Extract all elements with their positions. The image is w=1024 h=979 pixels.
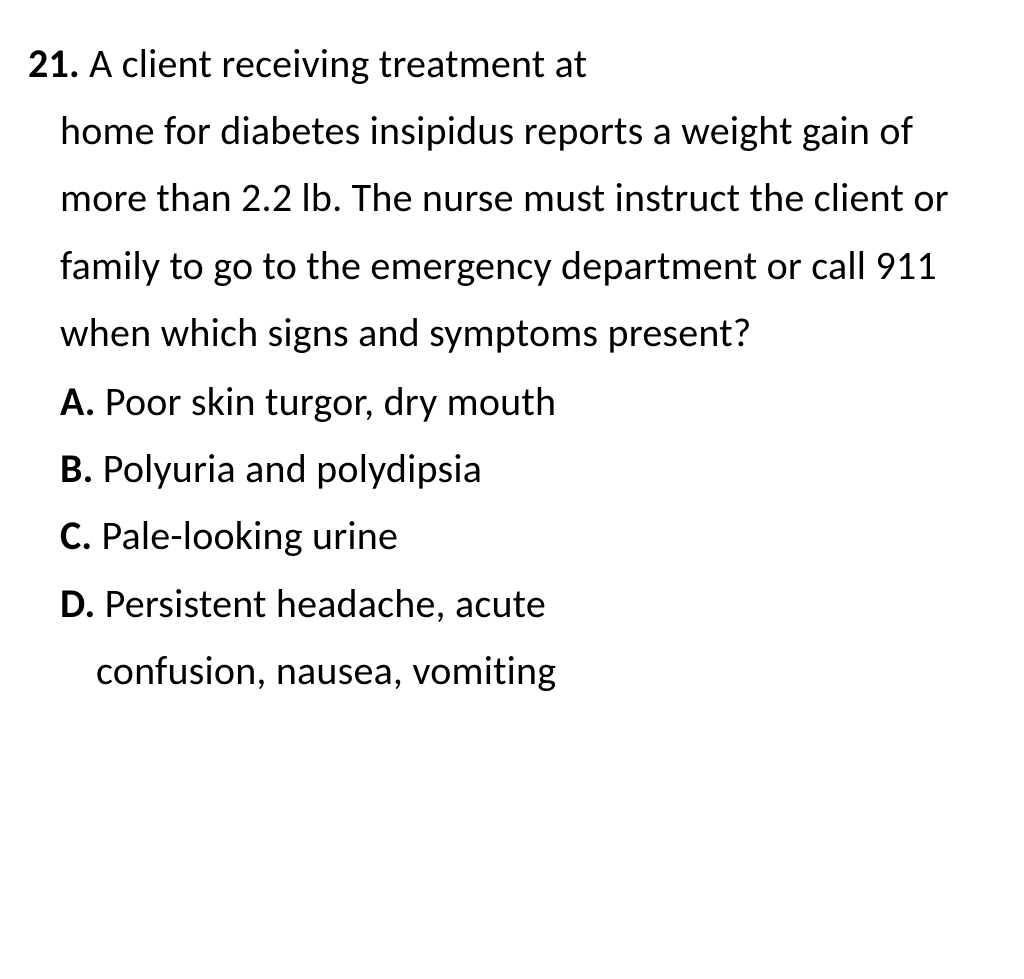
option-a: A. Poor skin turgor, dry mouth [60,368,996,435]
option-d: D. Persistent headache, acute [60,570,996,637]
option-text-c: Pale-looking urine [102,511,399,560]
option-text-b: Polyuria and polydipsia [103,444,482,493]
option-text-d-line1: Persistent headache, acute [105,579,546,628]
option-b: B. Polyuria and polydipsia [60,435,996,502]
option-letter-b: B. [60,444,94,493]
option-c: C. Pale-looking urine [60,502,996,569]
stem-line-1: A client receiving treatment at [89,39,587,88]
option-text-a: Poor skin turgor, dry mouth [105,377,556,426]
option-letter-c: C. [60,511,92,560]
question-number: 21. [28,39,80,88]
option-letter-a: A. [60,377,96,426]
question-stem-rest: home for diabetes insipidus reports a we… [28,97,996,366]
question-stem-first: 21. A client receiving treatment at [28,30,996,97]
option-letter-d: D. [60,579,95,628]
option-d-continuation: confusion, nausea, vomiting [60,637,996,704]
question-block: 21. A client receiving treatment at home… [28,30,996,704]
options-list: A. Poor skin turgor, dry mouth B. Polyur… [28,368,996,704]
option-text-d-line2: confusion, nausea, vomiting [96,646,556,695]
